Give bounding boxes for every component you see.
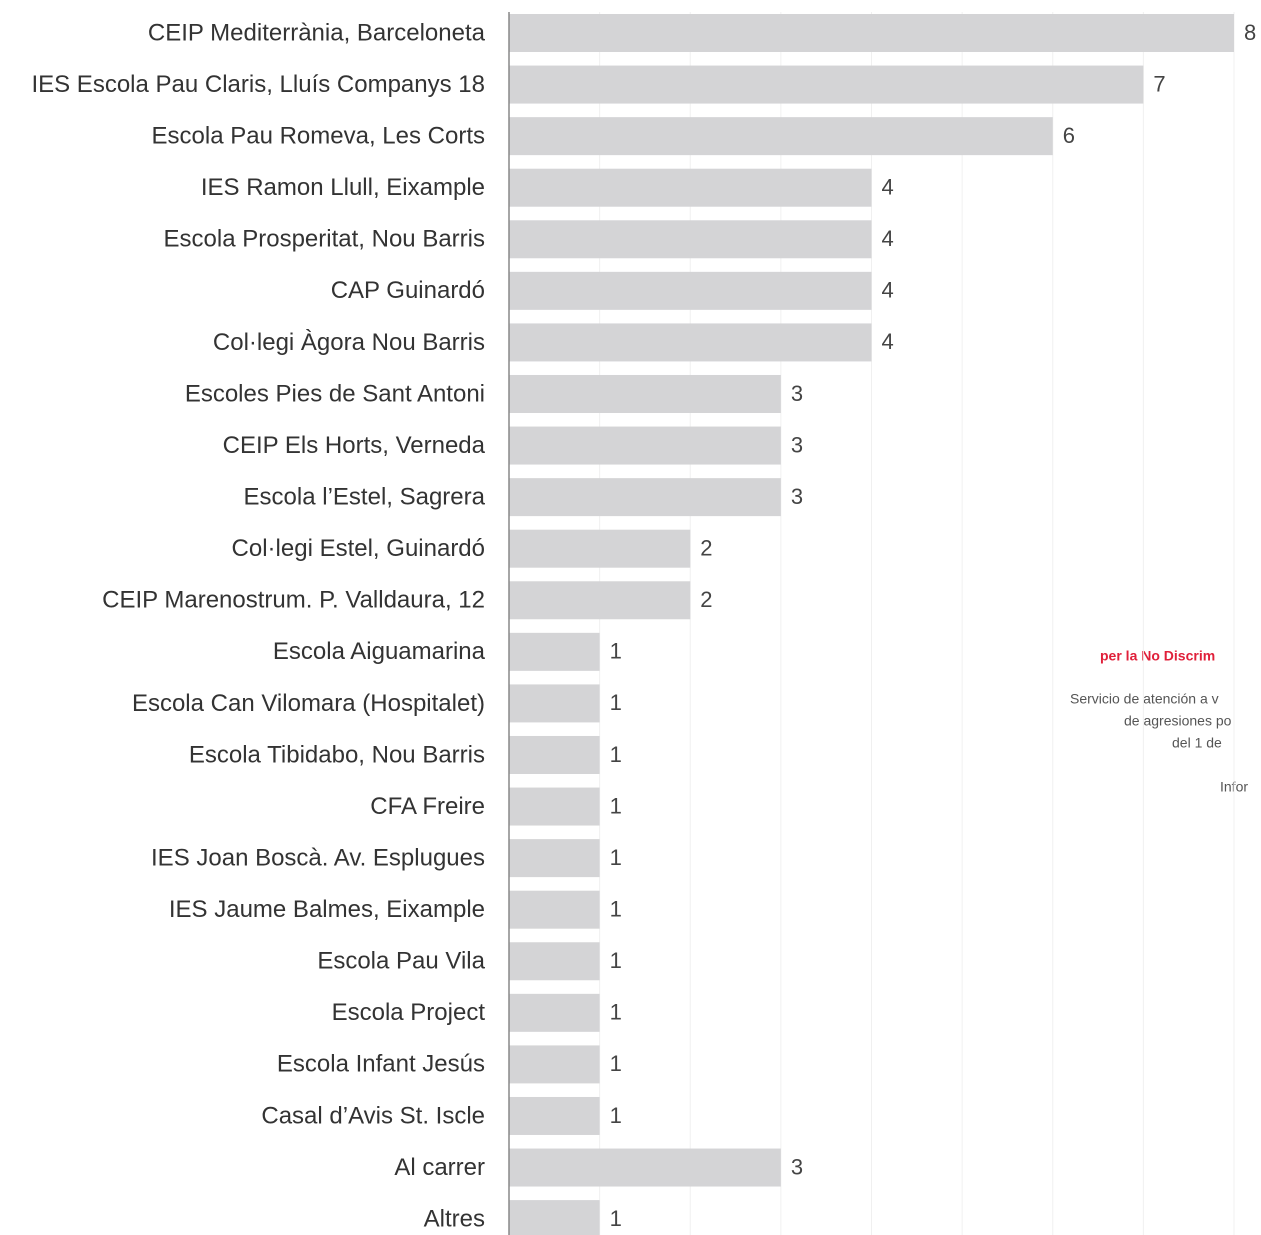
category-label: Escola Project: [332, 999, 486, 1026]
bar: [509, 632, 600, 671]
bar: [509, 529, 691, 568]
value-label: 2: [700, 536, 712, 561]
value-label: 1: [610, 1103, 622, 1128]
category-label: Escola Infant Jesús: [277, 1051, 485, 1078]
bar: [509, 14, 1234, 52]
bar: [509, 890, 600, 929]
value-label: 6: [1063, 123, 1075, 148]
bar: [509, 1096, 600, 1135]
value-label: 4: [882, 226, 894, 251]
category-label: Escoles Pies de Sant Antoni: [185, 380, 485, 407]
bar: [509, 787, 600, 826]
bar: [509, 735, 600, 774]
value-label: 1: [610, 1206, 622, 1231]
bar: [509, 168, 872, 207]
bar: [509, 426, 781, 465]
category-label: Altres: [424, 1205, 485, 1232]
value-label: 1: [610, 897, 622, 922]
bar: [509, 478, 781, 517]
category-label: CEIP Mediterrània, Barceloneta: [148, 19, 486, 46]
bar: [509, 1045, 600, 1084]
category-label: Escola l’Estel, Sagrera: [244, 483, 486, 510]
category-label: Escola Pau Vila: [317, 948, 485, 975]
value-label: 3: [791, 484, 803, 509]
bar: [509, 1148, 781, 1187]
category-label: IES Ramon Llull, Eixample: [201, 174, 485, 201]
category-label: IES Jaume Balmes, Eixample: [169, 896, 485, 923]
value-label: 4: [882, 278, 894, 303]
category-label: Casal d’Avis St. Iscle: [261, 1102, 485, 1129]
value-label: 7: [1153, 71, 1165, 96]
value-label: 1: [610, 742, 622, 767]
bar: [509, 993, 600, 1032]
value-label: 4: [882, 329, 894, 354]
category-label: CEIP Marenostrum. P. Valldaura, 12: [102, 587, 485, 614]
category-label: Escola Tibidabo, Nou Barris: [189, 741, 485, 768]
bar: [509, 220, 872, 259]
value-label: 1: [610, 948, 622, 973]
bar: [509, 374, 781, 413]
note-title: per la No Discrim: [1100, 648, 1215, 664]
category-label: IES Escola Pau Claris, Lluís Companys 18: [31, 71, 485, 98]
value-label: 2: [700, 587, 712, 612]
value-label: 1: [610, 1000, 622, 1025]
category-label: Escola Can Vilomara (Hospitalet): [132, 690, 485, 717]
value-label: 3: [791, 432, 803, 457]
category-label: IES Joan Boscà. Av. Esplugues: [151, 844, 485, 871]
value-label: 1: [610, 845, 622, 870]
bar: [509, 65, 1144, 104]
value-label: 1: [610, 690, 622, 715]
category-label: CAP Guinardó: [331, 277, 485, 304]
bar: [509, 684, 600, 723]
bar: [509, 271, 872, 310]
note-line: del 1 de: [1172, 735, 1222, 751]
value-label: 8: [1244, 20, 1256, 45]
note-line: de agresiones po: [1124, 713, 1232, 729]
category-label: Escola Pau Romeva, Les Corts: [152, 122, 485, 149]
category-label: Col·legi Estel, Guinardó: [232, 535, 485, 562]
category-label: CEIP Els Horts, Verneda: [223, 432, 486, 459]
category-label: Escola Prosperitat, Nou Barris: [164, 226, 485, 253]
bar: [509, 581, 691, 620]
note-line: Servicio de atención a v: [1070, 691, 1219, 707]
value-label: 1: [610, 639, 622, 664]
category-label: Col·legi Àgora Nou Barris: [213, 329, 485, 356]
bar: [509, 323, 872, 362]
category-label: Al carrer: [394, 1154, 485, 1181]
category-label: CFA Freire: [370, 793, 485, 820]
value-label: 3: [791, 1154, 803, 1179]
value-label: 1: [610, 1051, 622, 1076]
category-label: Escola Aiguamarina: [273, 638, 486, 665]
value-label: 1: [610, 793, 622, 818]
value-label: 3: [791, 381, 803, 406]
bar: [509, 117, 1053, 156]
bar: [509, 942, 600, 981]
bar: [509, 839, 600, 878]
value-label: 4: [882, 175, 894, 200]
bar: [509, 1200, 600, 1235]
